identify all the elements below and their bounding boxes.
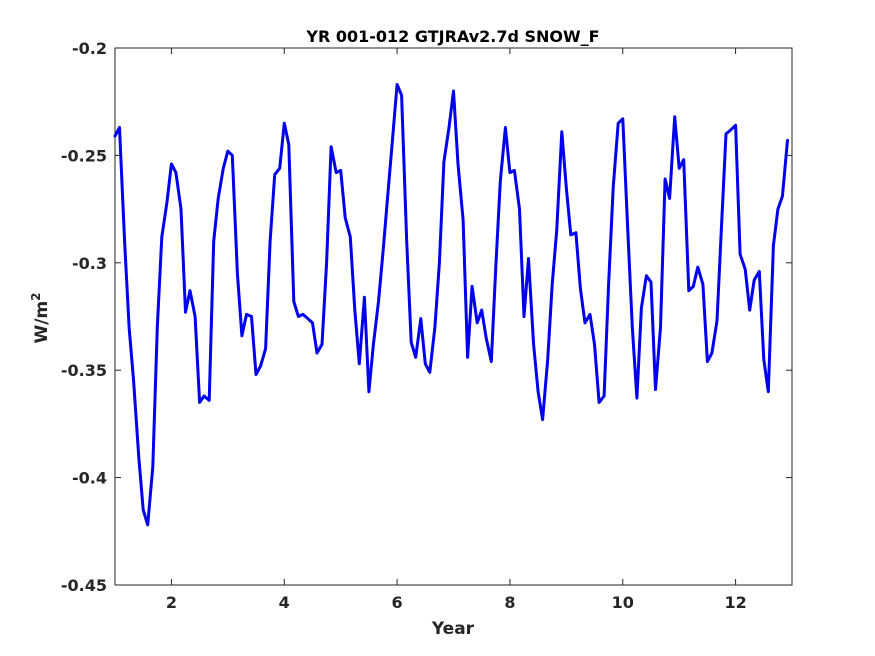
y-tick-label: -0.2 [72,39,107,58]
y-tick-label: -0.35 [61,361,107,380]
x-tick-label: 4 [279,593,290,612]
x-axis-label: Year [431,619,475,639]
y-axis-label-superscript: 2 [29,292,43,300]
x-tick-label: 12 [724,593,746,612]
y-axis-label-base: W/m [32,301,52,344]
x-tick-label: 6 [392,593,403,612]
y-tick-label: -0.25 [61,146,107,165]
x-tick-label: 8 [504,593,515,612]
y-axis-label: W/m2 [29,292,52,343]
x-tick-label: 10 [612,593,634,612]
x-axis-ticks: 2 4 6 8 10 12 [166,48,747,612]
x-tick-label: 2 [166,593,177,612]
series-line [113,83,789,527]
y-tick-label: -0.4 [72,469,107,488]
chart-title: YR 001-012 GTJRAv2.7d SNOW_F [305,27,599,46]
y-axis-ticks: -0.45 -0.4 -0.35 -0.3 -0.25 -0.2 [61,39,792,595]
series-group [113,83,789,527]
y-tick-label: -0.45 [61,576,107,595]
y-tick-label: -0.3 [72,254,107,273]
plot-area-frame [114,47,793,586]
